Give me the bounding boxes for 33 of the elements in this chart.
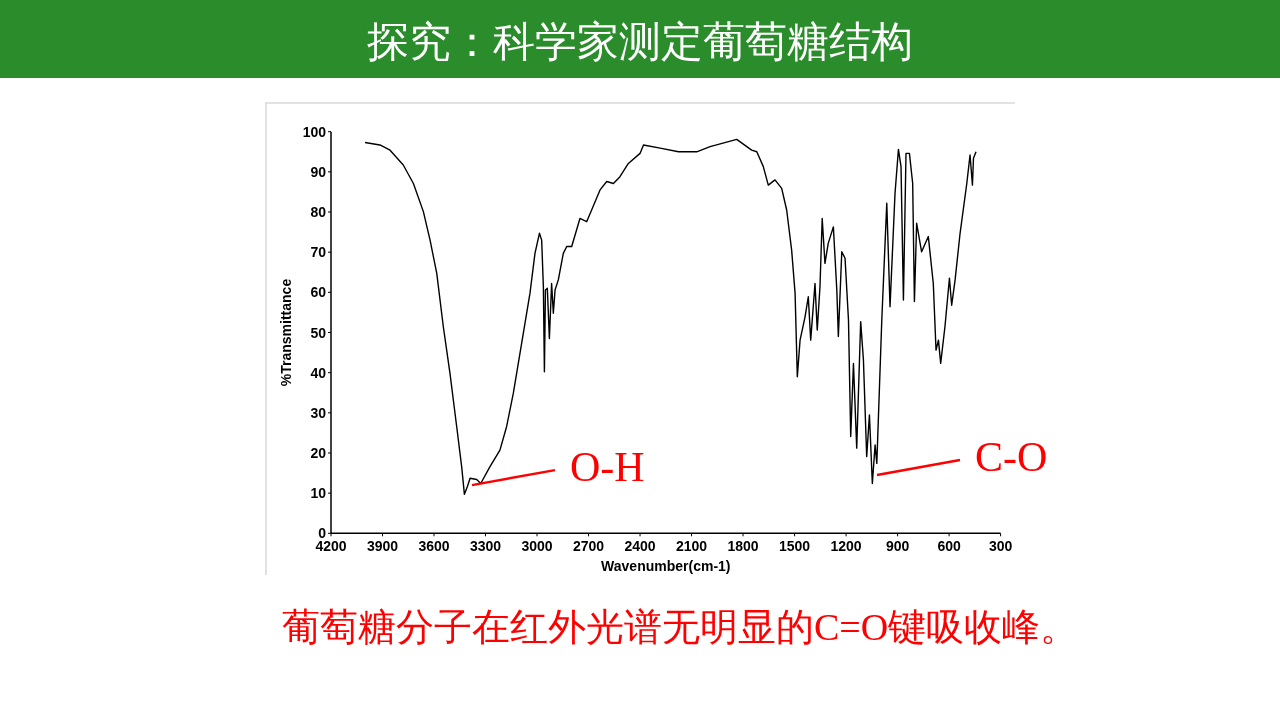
x-tick-label: 900 <box>885 538 910 555</box>
annotation: O-H <box>471 444 645 491</box>
x-tick-label: 2100 <box>675 538 708 555</box>
y-tick-label: 50 <box>310 324 327 341</box>
text: 葡萄糖分子在红外光谱无明显的C=O键吸收峰。 <box>281 606 1079 648</box>
chart-title: 探究：科学家测定葡萄糖结构 <box>367 19 913 65</box>
x-tick-label: 2400 <box>624 538 656 555</box>
y-tick-label: 40 <box>310 364 327 381</box>
x-tick-label: 3000 <box>521 538 553 555</box>
y-tick-label: 100 <box>302 123 327 140</box>
x-tick-label: 1200 <box>830 538 862 555</box>
x-tick-label: 1800 <box>727 538 759 555</box>
x-axis-title: Wavenumber(cm-1) <box>601 558 731 575</box>
x-tick-label: 300 <box>988 538 1013 555</box>
y-tick-label: 70 <box>310 244 327 261</box>
y-tick-label: 20 <box>310 444 327 461</box>
x-tick-label: 1500 <box>778 538 811 555</box>
annotation: C-O <box>974 434 1048 481</box>
x-tick-label: 600 <box>937 538 961 555</box>
line-series <box>364 138 977 496</box>
annotation: O-H <box>569 444 645 491</box>
title-banner: 探究：科学家测定葡萄糖结构 <box>0 0 1280 78</box>
y-tick-label: 80 <box>310 204 327 221</box>
y-axis-title: %Transmittance <box>278 278 294 387</box>
x-tick-label: 3900 <box>366 538 399 555</box>
annotation: C-O <box>876 434 1048 481</box>
x-tick-label: 3300 <box>469 538 502 555</box>
y-tick-label: 10 <box>310 485 327 502</box>
x-tick-label: 2700 <box>572 538 605 555</box>
x-tick-label: 3600 <box>418 538 450 555</box>
y-tick-label: 90 <box>310 163 327 180</box>
y-tick-label: 60 <box>310 284 327 301</box>
y-tick-label: 30 <box>310 404 327 421</box>
